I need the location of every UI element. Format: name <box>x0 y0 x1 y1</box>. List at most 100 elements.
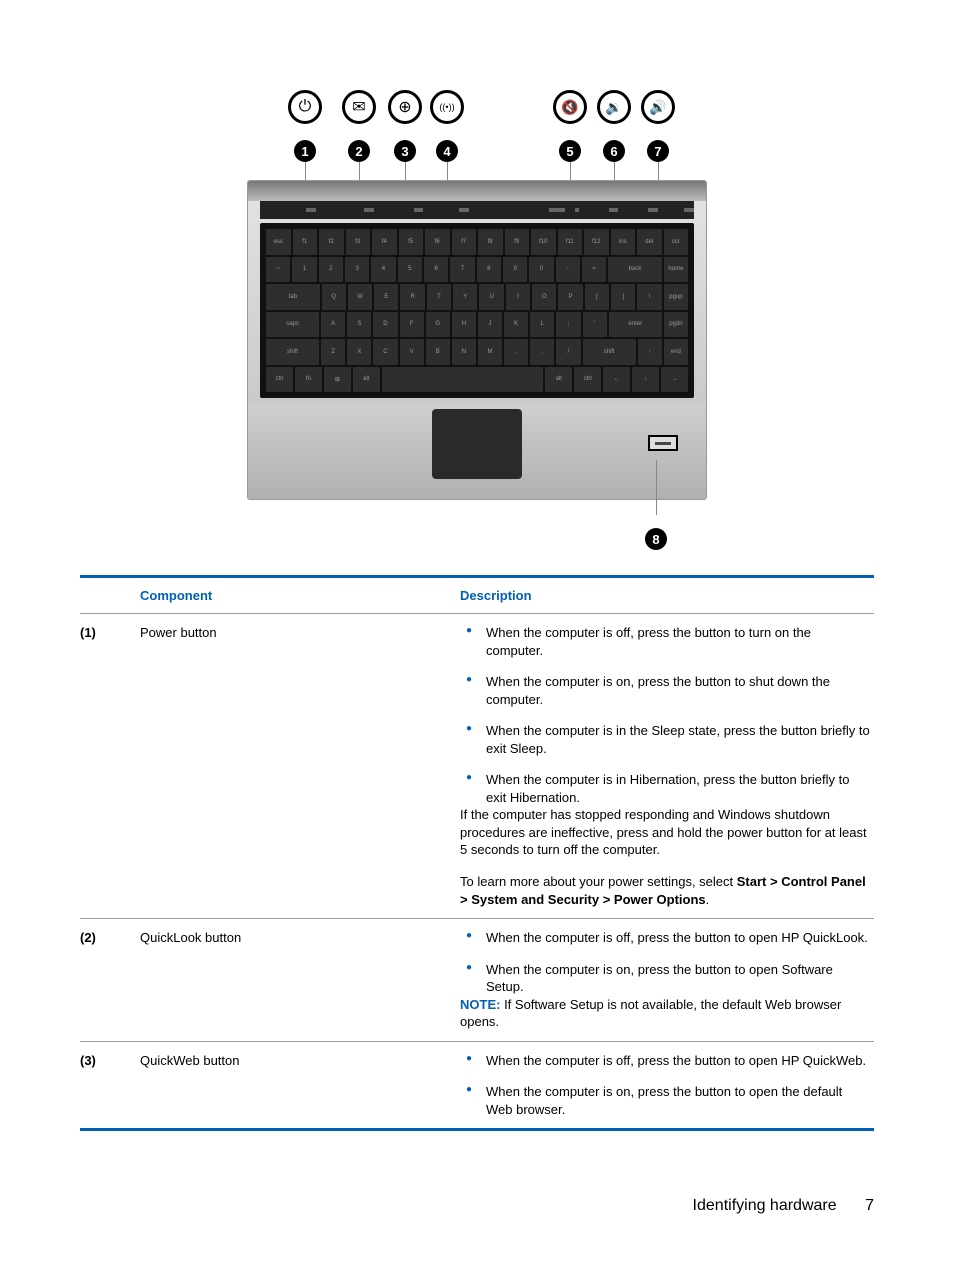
keyboard-key: f7 <box>452 229 477 255</box>
table-row: (2)QuickLook buttonWhen the computer is … <box>80 919 874 1042</box>
callout-8: 8 <box>645 528 667 550</box>
keyboard-key: enter <box>609 312 662 338</box>
component-table: Component Description (1)Power buttonWhe… <box>80 575 874 1131</box>
keyboard-key: f8 <box>478 229 503 255</box>
table-row: (3)QuickWeb buttonWhen the computer is o… <box>80 1041 874 1130</box>
keyboard-key <box>382 367 544 393</box>
keyboard-key: X <box>347 339 371 365</box>
desc-bullet: When the computer is on, press the butto… <box>460 961 870 996</box>
keyboard-key: J <box>478 312 502 338</box>
footer-page-number: 7 <box>865 1197 874 1214</box>
row-num: (1) <box>80 614 140 919</box>
keyboard-key: f4 <box>372 229 397 255</box>
keyboard-key: M <box>478 339 502 365</box>
keyboard-key: B <box>426 339 450 365</box>
keyboard-key: back <box>608 257 662 283</box>
page-footer: Identifying hardware 7 <box>693 1197 874 1215</box>
keyboard-key: → <box>661 367 688 393</box>
desc-bullet: When the computer is off, press the butt… <box>460 624 870 659</box>
keyboard-key: f1 <box>293 229 318 255</box>
keyboard-key: ctrl <box>574 367 601 393</box>
keyboard-key: scr <box>664 229 689 255</box>
diagram-icon: 🔇 <box>553 90 587 124</box>
callout-4: 4 <box>436 140 458 162</box>
keyboard-key: home <box>664 257 688 283</box>
keyboard-key: f9 <box>505 229 530 255</box>
keyboard-key: f12 <box>584 229 609 255</box>
keyboard-key: 0 <box>529 257 553 283</box>
desc-para: To learn more about your power settings,… <box>460 873 870 908</box>
keyboard-key: [ <box>585 284 609 310</box>
keyboard-key: ' <box>583 312 607 338</box>
keyboard-key: end <box>664 339 688 365</box>
keyboard-key: V <box>400 339 424 365</box>
callout-6: 6 <box>603 140 625 162</box>
keyboard-key: ← <box>603 367 630 393</box>
keyboard-key: f6 <box>425 229 450 255</box>
keyboard-key: H <box>452 312 476 338</box>
row-num: (3) <box>80 1041 140 1130</box>
keyboard-key: E <box>374 284 398 310</box>
keyboard-key: 4 <box>371 257 395 283</box>
keyboard-key: 6 <box>424 257 448 283</box>
table-row: (1)Power buttonWhen the computer is off,… <box>80 614 874 919</box>
desc-bullet: When the computer is on, press the butto… <box>460 673 870 708</box>
keyboard-key: shift <box>266 339 319 365</box>
keyboard-key: K <box>504 312 528 338</box>
keyboard-key: alt <box>545 367 572 393</box>
desc-note: NOTE: If Software Setup is not available… <box>460 996 870 1031</box>
keyboard-key: P <box>558 284 582 310</box>
keyboard-key: fn <box>295 367 322 393</box>
keyboard-key: ins <box>611 229 636 255</box>
th-component: Component <box>140 577 460 614</box>
keyboard-key: / <box>556 339 580 365</box>
keyboard-key: 7 <box>450 257 474 283</box>
row-component: QuickWeb button <box>140 1041 460 1130</box>
keyboard-key: ↓ <box>632 367 659 393</box>
keyboard-key: ] <box>611 284 635 310</box>
keyboard-key: Q <box>322 284 346 310</box>
keyboard-key: f2 <box>319 229 344 255</box>
keyboard-key: tab <box>266 284 320 310</box>
th-description: Description <box>460 577 874 614</box>
keyboard-key: ⊞ <box>324 367 351 393</box>
keyboard-key: f11 <box>558 229 583 255</box>
keyboard-key: Z <box>321 339 345 365</box>
keyboard-key: del <box>637 229 662 255</box>
desc-bullet: When the computer is on, press the butto… <box>460 1083 870 1118</box>
keyboard-key: - <box>556 257 580 283</box>
keyboard-key: \ <box>637 284 661 310</box>
callout-3: 3 <box>394 140 416 162</box>
keyboard-key: 2 <box>319 257 343 283</box>
callout-1: 1 <box>294 140 316 162</box>
keyboard-key: = <box>582 257 606 283</box>
footer-section: Identifying hardware <box>693 1197 837 1214</box>
keyboard-key: alt <box>353 367 380 393</box>
keyboard-key: pgup <box>664 284 688 310</box>
keyboard-key: A <box>321 312 345 338</box>
row-num: (2) <box>80 919 140 1042</box>
laptop-diagram: ⏻✉⊕((•))🔇🔉🔊 1234567 escf1f2f3f4f5f6f7f8f… <box>80 90 874 550</box>
diagram-icon: ⊕ <box>388 90 422 124</box>
desc-bullet: When the computer is off, press the butt… <box>460 1052 870 1070</box>
desc-bullet: When the computer is off, press the butt… <box>460 929 870 947</box>
keyboard-key: I <box>506 284 530 310</box>
keyboard-key: f3 <box>346 229 371 255</box>
keyboard-key: O <box>532 284 556 310</box>
keyboard-key: 3 <box>345 257 369 283</box>
keyboard-key: f10 <box>531 229 556 255</box>
keyboard-key: . <box>530 339 554 365</box>
keyboard-key: f5 <box>399 229 424 255</box>
keyboard-key: ctrl <box>266 367 293 393</box>
keyboard-key: esc <box>266 229 291 255</box>
diagram-icon: ✉ <box>342 90 376 124</box>
keyboard-key: W <box>348 284 372 310</box>
diagram-icon: 🔊 <box>641 90 675 124</box>
desc-para: If the computer has stopped responding a… <box>460 806 870 859</box>
row-description: When the computer is off, press the butt… <box>460 1041 874 1130</box>
row-component: QuickLook button <box>140 919 460 1042</box>
keyboard-key: 1 <box>292 257 316 283</box>
keyboard-key: caps <box>266 312 319 338</box>
keyboard-key: G <box>426 312 450 338</box>
row-description: When the computer is off, press the butt… <box>460 614 874 919</box>
